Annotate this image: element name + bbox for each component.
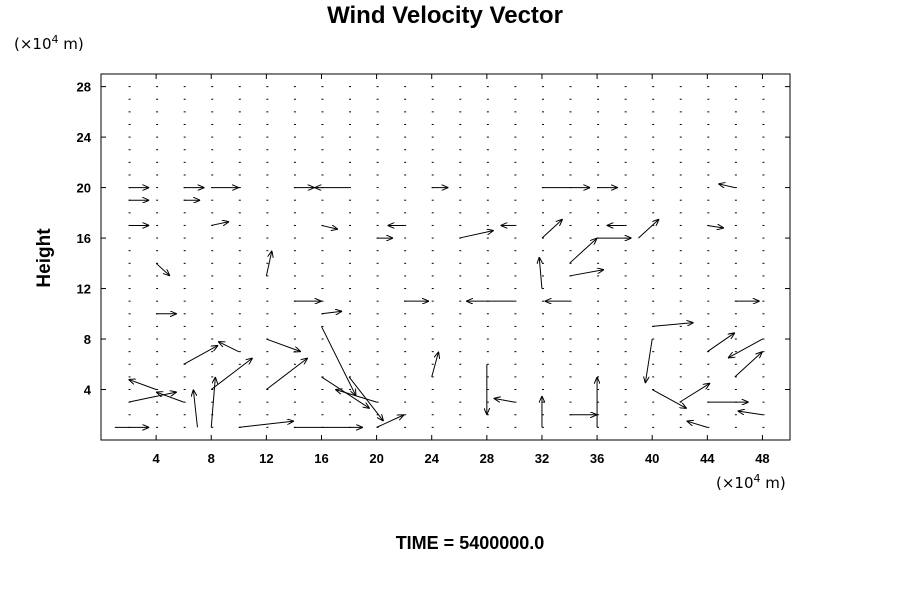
y-tick-label: 28 xyxy=(77,80,91,95)
wind-vector xyxy=(728,338,763,358)
wind-vector xyxy=(155,262,170,276)
x-tick-label: 32 xyxy=(535,451,549,466)
wind-vector xyxy=(539,257,542,289)
wind-vector xyxy=(652,323,693,327)
x-tick-label: 8 xyxy=(208,451,215,466)
wind-vector xyxy=(645,338,653,383)
wind-vector xyxy=(210,377,215,428)
y-tick-label: 4 xyxy=(84,383,92,398)
grid-dots xyxy=(128,86,765,428)
wind-vector xyxy=(266,338,300,352)
wind-vector xyxy=(738,411,763,416)
wind-vector xyxy=(459,230,493,239)
wind-vector xyxy=(541,219,563,239)
x-tick-label: 4 xyxy=(153,451,161,466)
x-axis: 4 8 12 16 20 24 28 32 36 40 44 48 xyxy=(153,74,770,466)
wind-vector xyxy=(211,222,229,226)
wind-vector xyxy=(718,184,735,188)
wind-vector xyxy=(335,390,377,403)
wind-vector xyxy=(679,383,710,403)
wind-vector xyxy=(156,392,184,403)
y-axis: 4 8 12 16 20 24 28 xyxy=(77,80,790,398)
wind-vector xyxy=(321,225,338,229)
wind-vector xyxy=(569,270,604,277)
chart-title: Wind Velocity Vector xyxy=(327,2,563,29)
wind-vector xyxy=(128,392,177,403)
wind-vector xyxy=(651,389,686,409)
y-tick-label: 12 xyxy=(77,282,91,297)
vector-arrows xyxy=(114,184,763,428)
x-tick-label: 24 xyxy=(424,451,439,466)
x-tick-label: 36 xyxy=(590,451,604,466)
wind-vector xyxy=(266,358,307,390)
x-tick-label: 40 xyxy=(645,451,659,466)
wind-vector xyxy=(707,225,724,228)
y-axis-label: Height xyxy=(34,228,55,288)
wind-vector xyxy=(321,311,342,314)
x-tick-label: 48 xyxy=(755,451,769,466)
x-tick-label: 44 xyxy=(700,451,715,466)
wind-vector xyxy=(376,415,405,428)
x-tick-label: 20 xyxy=(369,451,383,466)
y-tick-label: 8 xyxy=(84,332,91,347)
wind-vector xyxy=(183,345,218,365)
x-tick-label: 28 xyxy=(480,451,494,466)
wind-vector xyxy=(321,326,355,395)
wind-vector xyxy=(129,379,157,390)
wind-vector xyxy=(431,352,439,378)
wind-vector xyxy=(193,390,198,428)
wind-vector xyxy=(687,421,708,428)
x-tick-label: 16 xyxy=(314,451,328,466)
y-tick-label: 16 xyxy=(77,231,91,246)
wind-vector xyxy=(494,398,515,403)
x-unit-label: (×104 m) xyxy=(716,472,786,492)
plot-frame xyxy=(100,73,791,441)
x-tick-label: 12 xyxy=(259,451,273,466)
wind-vector xyxy=(734,352,763,378)
y-unit-label: (×104 m) xyxy=(14,33,84,53)
wind-vector xyxy=(210,358,252,390)
wind-vector xyxy=(218,342,240,353)
wind-vector xyxy=(707,333,735,353)
wind-vector xyxy=(265,251,272,277)
wind-vector xyxy=(569,238,598,264)
time-label: TIME = 5400000.0 xyxy=(396,533,545,553)
y-tick-label: 20 xyxy=(77,181,91,196)
wind-vector xyxy=(638,219,659,239)
y-tick-label: 24 xyxy=(77,130,92,145)
wind-vector xyxy=(238,421,294,428)
